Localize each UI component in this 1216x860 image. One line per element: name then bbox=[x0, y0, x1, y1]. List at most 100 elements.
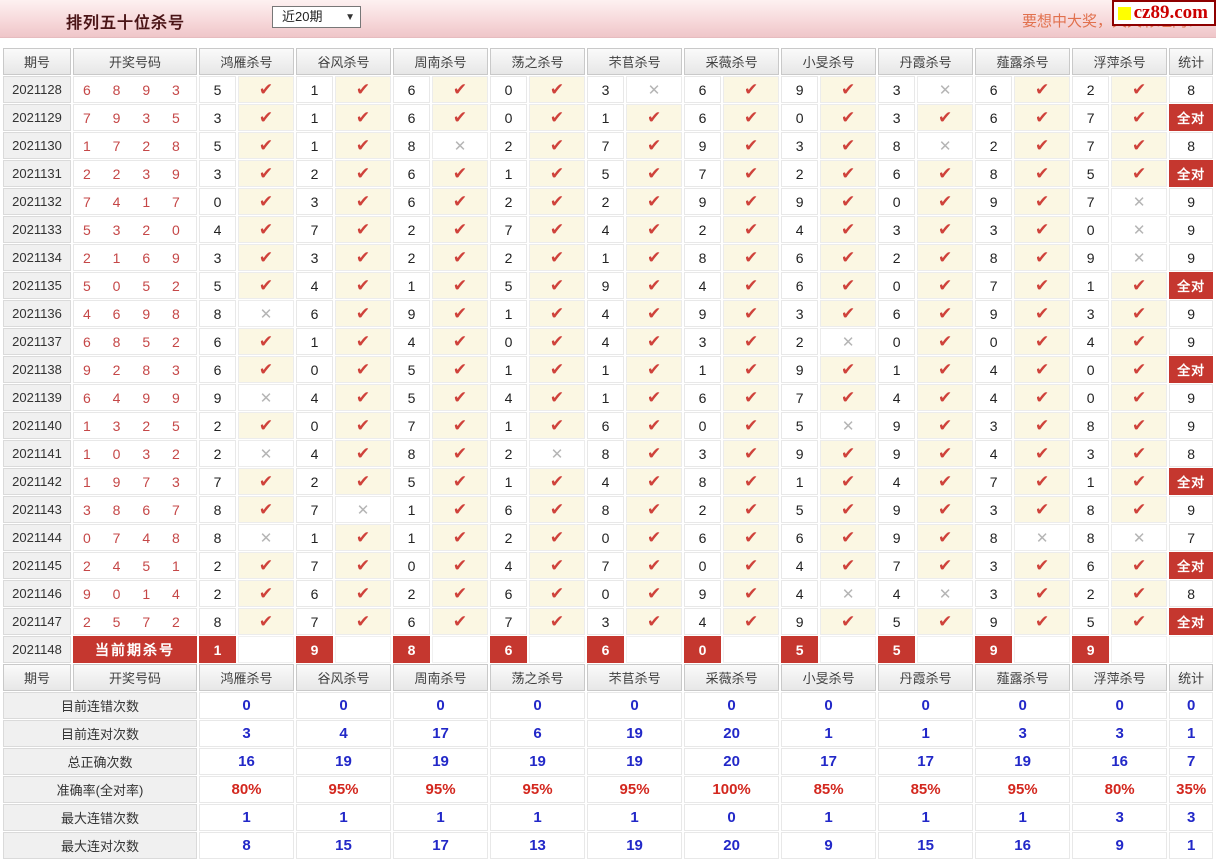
check-icon: ✔ bbox=[1111, 552, 1168, 579]
kill-number: 9 bbox=[781, 608, 819, 635]
winning-numbers: 1 7 2 8 9 bbox=[73, 132, 197, 159]
check-icon: ✔ bbox=[529, 384, 586, 411]
footer-stat-value: 0 bbox=[684, 804, 780, 831]
kill-number: 3 bbox=[587, 76, 625, 103]
check-icon: ✔ bbox=[238, 244, 295, 271]
kill-number: 4 bbox=[684, 608, 722, 635]
kill-number: 4 bbox=[296, 272, 334, 299]
check-icon: ✔ bbox=[432, 356, 489, 383]
kill-number: 6 bbox=[684, 104, 722, 131]
check-icon: ✔ bbox=[1014, 552, 1071, 579]
empty-cell bbox=[238, 636, 295, 663]
check-icon: ✔ bbox=[1111, 468, 1168, 495]
check-icon: ✔ bbox=[820, 272, 877, 299]
kill-number: 4 bbox=[781, 216, 819, 243]
check-icon: ✔ bbox=[432, 104, 489, 131]
check-icon: ✔ bbox=[723, 76, 780, 103]
check-icon: ✔ bbox=[529, 132, 586, 159]
kill-number: 6 bbox=[587, 412, 625, 439]
kill-number: 3 bbox=[296, 188, 334, 215]
winning-numbers: 4 6 9 8 0 bbox=[73, 300, 197, 327]
kill-number: 6 bbox=[393, 76, 431, 103]
check-icon: ✔ bbox=[238, 76, 295, 103]
check-icon: ✔ bbox=[820, 216, 877, 243]
kill-number: 2 bbox=[1072, 580, 1110, 607]
footer-stat-value: 9 bbox=[1072, 832, 1168, 859]
footer-stat-value: 3 bbox=[199, 720, 295, 747]
kill-number: 9 bbox=[684, 132, 722, 159]
column-header: 荡之杀号 bbox=[490, 48, 586, 75]
empty-cell bbox=[1111, 636, 1168, 663]
stat-count: 9 bbox=[1169, 300, 1214, 327]
kill-number: 1 bbox=[490, 300, 528, 327]
check-icon: ✔ bbox=[529, 216, 586, 243]
stat-count: 9 bbox=[1169, 496, 1214, 523]
kill-number: 7 bbox=[975, 468, 1013, 495]
kill-number: 9 bbox=[781, 188, 819, 215]
check-icon: ✔ bbox=[529, 552, 586, 579]
check-icon: ✔ bbox=[432, 328, 489, 355]
check-icon: ✔ bbox=[626, 160, 683, 187]
kill-number: 8 bbox=[975, 244, 1013, 271]
kill-number: 2 bbox=[587, 188, 625, 215]
cross-icon: ✕ bbox=[917, 580, 974, 607]
period-cell: 2021137 bbox=[3, 328, 71, 355]
kill-number: 9 bbox=[1072, 244, 1110, 271]
footer-stat-value: 19 bbox=[393, 748, 489, 775]
cross-icon: ✕ bbox=[917, 76, 974, 103]
check-icon: ✔ bbox=[723, 216, 780, 243]
site-logo[interactable]: cz89.com bbox=[1111, 0, 1216, 26]
footer-stat-value: 19 bbox=[587, 748, 683, 775]
cross-icon: ✕ bbox=[238, 524, 295, 551]
check-icon: ✔ bbox=[1111, 160, 1168, 187]
chevron-down-icon: ▼ bbox=[345, 12, 355, 23]
check-icon: ✔ bbox=[723, 496, 780, 523]
kill-number: 2 bbox=[490, 132, 528, 159]
kill-number: 6 bbox=[199, 328, 236, 355]
range-select-value: 近20期 bbox=[282, 9, 323, 24]
kill-number: 7 bbox=[296, 552, 334, 579]
check-icon: ✔ bbox=[335, 384, 392, 411]
kill-number: 7 bbox=[296, 216, 334, 243]
footer-stat-value: 100% bbox=[684, 776, 780, 803]
footer-stat-value: 16 bbox=[975, 832, 1071, 859]
kill-number: 0 bbox=[587, 524, 625, 551]
kill-number: 2 bbox=[199, 412, 236, 439]
footer-stat-value: 95% bbox=[393, 776, 489, 803]
all-correct-badge: 全对 bbox=[1169, 160, 1214, 187]
check-icon: ✔ bbox=[1111, 496, 1168, 523]
kill-number: 1 bbox=[296, 76, 334, 103]
range-select[interactable]: 近20期 ▼ bbox=[272, 6, 361, 28]
kill-number: 5 bbox=[490, 272, 528, 299]
kill-number: 6 bbox=[975, 104, 1013, 131]
empty-cell bbox=[529, 636, 586, 663]
check-icon: ✔ bbox=[820, 468, 877, 495]
kill-number: 5 bbox=[878, 608, 916, 635]
column-header: 鸿雁杀号 bbox=[199, 48, 295, 75]
kill-number: 6 bbox=[393, 160, 431, 187]
footer-stat-value: 19 bbox=[587, 832, 683, 859]
kill-number: 0 bbox=[393, 552, 431, 579]
check-icon: ✔ bbox=[335, 468, 392, 495]
check-icon: ✔ bbox=[529, 608, 586, 635]
footer-stat-label: 目前连对次数 bbox=[3, 720, 197, 747]
empty-cell bbox=[820, 636, 877, 663]
kill-number: 3 bbox=[878, 104, 916, 131]
column-header: 周南杀号 bbox=[393, 664, 489, 691]
kill-number: 5 bbox=[393, 468, 431, 495]
check-icon: ✔ bbox=[1111, 104, 1168, 131]
current-kill-number: 9 bbox=[296, 636, 334, 663]
kill-number: 8 bbox=[199, 496, 236, 523]
kill-number: 6 bbox=[975, 76, 1013, 103]
kill-number: 0 bbox=[296, 356, 334, 383]
kill-number: 8 bbox=[1072, 524, 1110, 551]
check-icon: ✔ bbox=[820, 104, 877, 131]
footer-stat-value: 3 bbox=[1072, 804, 1168, 831]
kill-number: 8 bbox=[393, 132, 431, 159]
stat-count: 7 bbox=[1169, 524, 1214, 551]
kill-number: 8 bbox=[1072, 496, 1110, 523]
check-icon: ✔ bbox=[238, 580, 295, 607]
kill-number: 4 bbox=[296, 440, 334, 467]
